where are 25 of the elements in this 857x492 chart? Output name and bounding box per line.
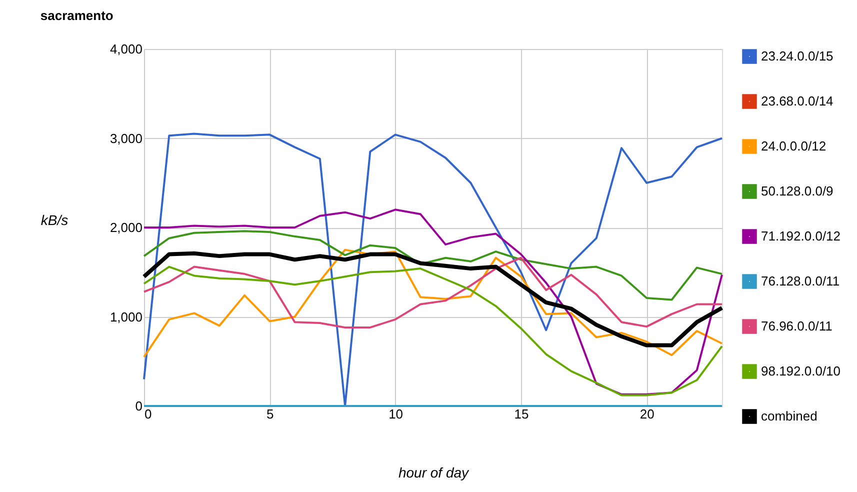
legend-label: 24.0.0.0/12	[761, 138, 826, 154]
line-series	[143, 208, 723, 396]
legend-label: 50.128.0.0/9	[761, 184, 834, 198]
x-tick-label: 0	[144, 406, 152, 422]
line-series	[143, 266, 723, 396]
y-tick-label: 4,000	[110, 42, 142, 56]
y-tick-label: 3,000	[110, 130, 142, 146]
line-series	[143, 256, 723, 328]
legend-label: 98.192.0.0/10	[761, 364, 841, 378]
legend-label: 76.96.0.0/11	[761, 318, 832, 334]
y-axis-title: kB/s	[40, 212, 68, 228]
legend-label: 76.128.0.0/11	[761, 274, 840, 288]
x-tick-label: 20	[640, 406, 654, 422]
legend-label: 23.68.0.0/14	[761, 94, 834, 108]
legend-label: 23.24.0.0/15	[761, 48, 834, 64]
chart-title: sacramento	[40, 8, 114, 23]
y-tick-label: 1,000	[110, 309, 142, 324]
x-tick-label: 5	[266, 406, 274, 422]
y-tick-label: 2,000	[110, 220, 142, 235]
x-axis-title: hour of day	[398, 464, 470, 480]
legend-label: 71.192.0.0/12	[761, 228, 841, 244]
legend-label: combined	[761, 408, 818, 424]
x-tick-label: 10	[388, 406, 404, 422]
line-series	[143, 230, 723, 301]
x-tick-label: 15	[514, 406, 529, 422]
